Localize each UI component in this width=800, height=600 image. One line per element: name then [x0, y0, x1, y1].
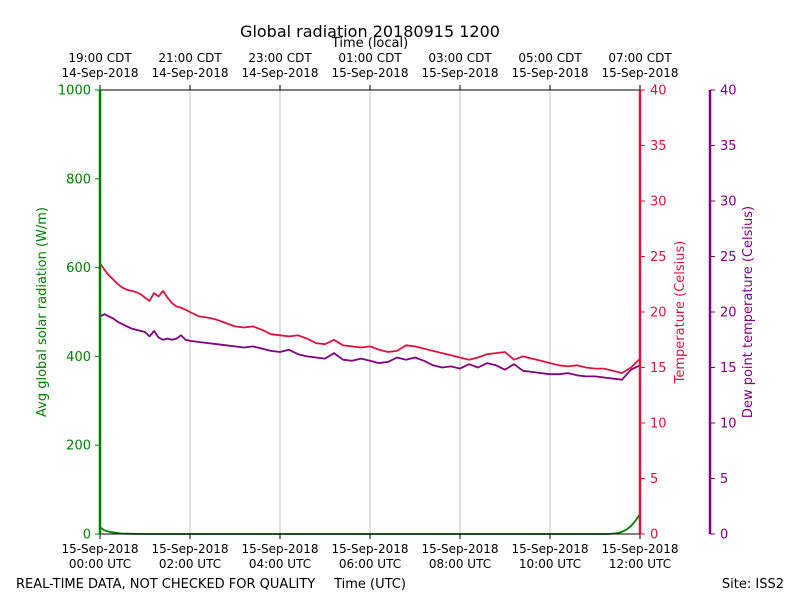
y-right2-tick-label: 25	[720, 250, 737, 265]
x-axis-label: Time (UTC)	[333, 577, 406, 592]
y-left-axis-label: Avg global solar radiation (W/m)	[35, 207, 50, 417]
x-top-tick-label-time: 23:00 CDT	[248, 51, 312, 65]
x-tick-label-date: 15-Sep-2018	[511, 542, 588, 556]
chart-title: Global radiation 20180915 1200	[240, 22, 500, 41]
x-tick-label-date: 15-Sep-2018	[61, 542, 138, 556]
x-top-tick-label-date: 14-Sep-2018	[61, 66, 138, 80]
y-right-tick-label: 20	[650, 306, 667, 321]
y-left-tick-label: 600	[66, 261, 91, 276]
y-right2-tick-label: 10	[720, 417, 737, 432]
x-top-tick-label-date: 15-Sep-2018	[331, 66, 408, 80]
x-tick-label-date: 15-Sep-2018	[331, 542, 408, 556]
x-top-tick-label-time: 21:00 CDT	[158, 51, 222, 65]
x-top-tick-label-date: 15-Sep-2018	[421, 66, 498, 80]
x-top-tick-label-date: 15-Sep-2018	[511, 66, 588, 80]
y-right-tick-label: 15	[650, 361, 667, 376]
x-tick-label-date: 15-Sep-2018	[151, 542, 228, 556]
x-top-tick-label-date: 14-Sep-2018	[151, 66, 228, 80]
y-right2-tick-label: 30	[720, 195, 737, 210]
series-line-temperature	[99, 262, 641, 375]
x-tick-label-time: 00:00 UTC	[69, 557, 131, 571]
x-tick-label-time: 06:00 UTC	[339, 557, 401, 571]
y-left-tick-label: 0	[83, 528, 91, 543]
data-quality-note: REAL-TIME DATA, NOT CHECKED FOR QUALITY	[16, 577, 315, 592]
y-right-tick-label: 40	[650, 84, 667, 99]
y-right2-tick-label: 5	[720, 472, 728, 487]
x-tick-label-date: 15-Sep-2018	[601, 542, 678, 556]
y-right-tick-label: 35	[650, 139, 667, 154]
x-top-tick-label-time: 01:00 CDT	[338, 51, 402, 65]
x-top-tick-label-date: 14-Sep-2018	[241, 66, 318, 80]
x-tick-label-date: 15-Sep-2018	[421, 542, 498, 556]
x-tick-label-time: 10:00 UTC	[519, 557, 581, 571]
x-top-tick-label-date: 15-Sep-2018	[601, 66, 678, 80]
site-label: Site: ISS2	[722, 577, 784, 592]
y-right-tick-label: 0	[650, 528, 658, 543]
x-top-tick-label-time: 19:00 CDT	[68, 51, 132, 65]
top-axis-label: Time (local)	[331, 36, 408, 51]
series-line-dew-point-temperature	[99, 313, 641, 381]
y-right-tick-label: 10	[650, 417, 667, 432]
y-right-axis-label: Temperature (Celsius)	[673, 241, 688, 385]
y-right2-tick-label: 40	[720, 84, 737, 99]
x-tick-label-time: 08:00 UTC	[429, 557, 491, 571]
x-top-tick-label-time: 07:00 CDT	[608, 51, 672, 65]
y-right2-axis-label: Dew point temperature (Celsius)	[741, 206, 756, 418]
y-right2-tick-label: 35	[720, 139, 737, 154]
y-right-tick-label: 5	[650, 472, 658, 487]
y-right-tick-label: 30	[650, 195, 667, 210]
y-left-tick-label: 1000	[58, 84, 91, 99]
y-right2-tick-label: 15	[720, 361, 737, 376]
x-top-tick-label-time: 05:00 CDT	[518, 51, 582, 65]
x-tick-label-date: 15-Sep-2018	[241, 542, 318, 556]
x-tick-label-time: 12:00 UTC	[609, 557, 671, 571]
y-left-tick-label: 400	[66, 350, 91, 365]
y-left-tick-label: 200	[66, 439, 91, 454]
x-top-tick-label-time: 03:00 CDT	[428, 51, 492, 65]
y-right2-tick-label: 0	[720, 528, 728, 543]
x-tick-label-time: 02:00 UTC	[159, 557, 221, 571]
y-right-tick-label: 25	[650, 250, 667, 265]
x-tick-label-time: 04:00 UTC	[249, 557, 311, 571]
y-left-tick-label: 800	[66, 172, 91, 187]
y-right2-tick-label: 20	[720, 306, 737, 321]
